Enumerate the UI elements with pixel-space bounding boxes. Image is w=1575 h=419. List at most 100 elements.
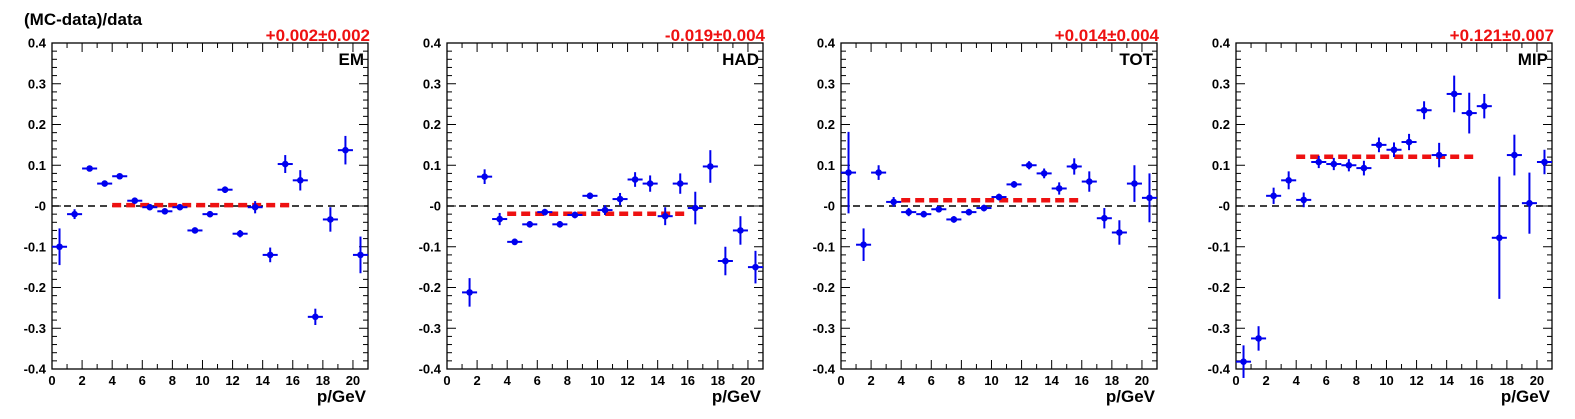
y-tick-label: -0.4: [1208, 362, 1231, 377]
data-point: [702, 150, 718, 183]
panel-em: -0.4 -0.3 -0.2 -0.1 -0 0.1 0.2 0.3 0.4 0 2 4 6 8 10 12 1…: [24, 26, 370, 406]
panel-label: MIP: [1518, 50, 1548, 69]
point-marker: [965, 208, 973, 216]
point-marker: [236, 230, 244, 238]
point-marker: [1116, 229, 1123, 236]
y-tick-label: -0: [823, 199, 835, 214]
data-point: [1096, 208, 1112, 229]
data-point: [172, 203, 188, 211]
data-point: [672, 173, 688, 194]
data-point: [612, 192, 628, 206]
y-tick-label: 0.1: [817, 158, 835, 173]
panel-label: HAD: [722, 50, 759, 69]
data-point: [1506, 134, 1522, 176]
point-marker: [1315, 158, 1323, 166]
data-point: [1446, 75, 1462, 113]
point-marker: [1511, 151, 1518, 159]
y-tick-label: -0.1: [419, 239, 441, 254]
data-point: [687, 191, 703, 225]
data-point: [277, 155, 293, 173]
data-point: [732, 216, 748, 245]
x-tick-label: 18: [316, 373, 330, 388]
data-point: [1341, 159, 1357, 172]
data-point: [841, 131, 857, 214]
point-marker: [661, 212, 669, 220]
data-point: [1401, 133, 1417, 151]
y-tick-label: -0.3: [813, 321, 835, 336]
point-marker: [722, 257, 729, 265]
point-marker: [950, 216, 958, 223]
point-marker: [327, 216, 334, 223]
y-tick-label: -0.3: [24, 321, 46, 336]
point-marker: [342, 146, 349, 154]
panel-label: EM: [339, 50, 365, 69]
x-axis-title: p/GeV: [1106, 387, 1156, 406]
data-point: [522, 221, 538, 228]
point-marker: [980, 204, 988, 212]
point-marker: [466, 289, 473, 296]
y-tick-label: 0.3: [1212, 76, 1230, 91]
point-marker: [312, 313, 319, 321]
fit-result-label: +0.014±0.004: [1055, 26, 1160, 45]
x-tick-label: 8: [564, 373, 571, 388]
data-point: [582, 192, 598, 200]
y-tick-label: -0.3: [419, 321, 441, 336]
x-tick-label: 12: [620, 373, 634, 388]
data-point: [142, 203, 158, 211]
point-marker: [266, 251, 274, 259]
data-point: [1461, 92, 1477, 134]
data-point: [1356, 160, 1372, 176]
x-tick-label: 2: [78, 373, 85, 388]
x-tick-label: 8: [1353, 373, 1360, 388]
point-marker: [1070, 163, 1078, 170]
data-point: [552, 221, 568, 228]
y-tick-label: -0.2: [24, 280, 46, 295]
data-point: [1036, 168, 1052, 179]
data-point: [97, 180, 113, 187]
y-tick-label: -0.2: [813, 280, 835, 295]
x-tick-label: 4: [1293, 373, 1301, 388]
y-tick-label: 0.4: [817, 36, 836, 51]
data-point: [1251, 326, 1267, 351]
point-marker: [251, 203, 259, 211]
point-marker: [71, 210, 78, 218]
x-tick-label: 14: [1044, 373, 1059, 388]
data-point: [1416, 101, 1432, 120]
point-marker: [905, 208, 913, 216]
panel-mip: -0.4 -0.3 -0.2 -0.1 -0 0.1 0.2 0.3 0.4 0 2 4 6 8 10 12 1…: [1208, 26, 1554, 406]
data-point: [352, 236, 368, 274]
panels: -0.4 -0.3 -0.2 -0.1 -0 0.1 0.2 0.3 0.4 0 2 4 6 8 10 12 1…: [24, 26, 1554, 406]
x-tick-label: 10: [1379, 373, 1393, 388]
point-marker: [1420, 106, 1428, 114]
point-marker: [571, 211, 579, 219]
point-marker: [1405, 138, 1413, 146]
point-marker: [586, 192, 594, 200]
x-tick-label: 20: [741, 373, 755, 388]
data-point: [1386, 142, 1402, 158]
point-marker: [56, 243, 63, 251]
y-axis-title: (MC-data)/data: [24, 10, 143, 29]
x-tick-label: 12: [1409, 373, 1423, 388]
point-marker: [1526, 199, 1533, 207]
point-marker: [1345, 161, 1353, 169]
data-point: [1521, 172, 1537, 234]
y-tick-label: 0.4: [423, 36, 442, 51]
data-point: [1296, 192, 1312, 208]
data-point: [627, 172, 643, 187]
y-tick-label: 0.3: [423, 76, 441, 91]
data-point: [67, 209, 83, 220]
x-tick-label: 14: [255, 373, 270, 388]
y-tick-label: -0.3: [1208, 321, 1230, 336]
x-tick-label: 10: [984, 373, 998, 388]
point-marker: [1390, 146, 1398, 154]
y-tick-label: 0.2: [817, 117, 835, 132]
point-marker: [676, 180, 684, 187]
point-marker: [86, 165, 93, 172]
data-point: [127, 197, 143, 205]
data-point: [462, 278, 478, 307]
point-marker: [206, 210, 214, 218]
point-marker: [131, 197, 139, 205]
point-marker: [646, 180, 654, 187]
data-point: [856, 228, 872, 262]
